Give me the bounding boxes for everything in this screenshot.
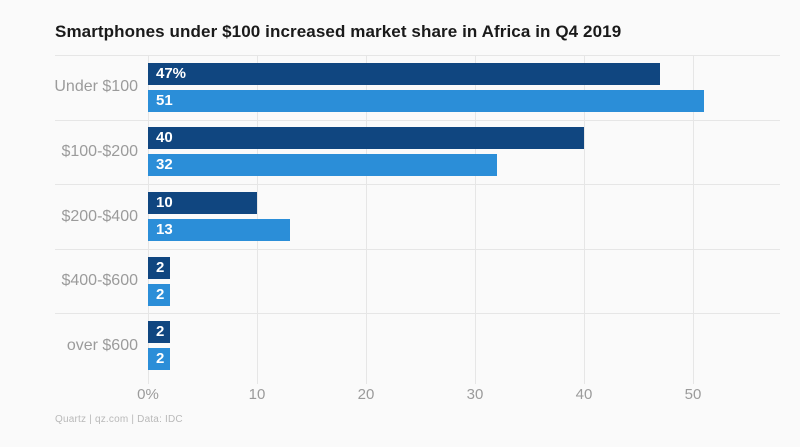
bar-series-1-dark-navy: 2 [148, 321, 170, 343]
bar-value-label: 13 [156, 221, 173, 238]
x-tick-label-0: 0% [137, 386, 159, 403]
bar-series-2-light-blue: 51 [148, 90, 704, 112]
bar-value-label: 2 [156, 350, 165, 367]
bar-series-2-light-blue: 2 [148, 348, 170, 370]
bar-value-label: 2 [156, 286, 165, 303]
chart-title: Smartphones under $100 increased market … [55, 22, 622, 41]
bar-series-1-dark-navy: 40 [148, 127, 584, 149]
category-label: $200-$400 [61, 208, 138, 225]
bar-value-label: 10 [156, 194, 173, 211]
bar-series-1-dark-navy: 47% [148, 63, 660, 85]
bar-series-1-dark-navy: 10 [148, 192, 257, 214]
bar-value-label: 2 [156, 323, 165, 340]
category-label: Under $100 [54, 78, 138, 95]
bar-series-2-light-blue: 2 [148, 284, 170, 306]
bar-value-label: 51 [156, 92, 173, 109]
group-separator [55, 313, 780, 314]
source-attribution: Quartz | qz.com | Data: IDC [55, 414, 183, 425]
bar-series-1-dark-navy: 2 [148, 257, 170, 279]
gridline-x-20 [366, 55, 367, 384]
x-tick-label-50: 50 [684, 386, 702, 403]
x-tick-label-30: 30 [466, 386, 484, 403]
x-tick-label-20: 20 [357, 386, 375, 403]
category-label: $100-$200 [61, 143, 138, 160]
category-label: over $600 [66, 337, 138, 354]
gridline-x-50 [693, 55, 694, 384]
category-label: $400-$600 [61, 272, 138, 289]
group-separator [55, 55, 780, 56]
bar-value-label: 40 [156, 129, 173, 146]
x-tick-label-40: 40 [575, 386, 593, 403]
group-separator [55, 120, 780, 121]
bar-series-2-light-blue: 13 [148, 219, 290, 241]
group-separator [55, 249, 780, 250]
group-separator [55, 184, 780, 185]
bar-value-label: 32 [156, 156, 173, 173]
bar-value-label: 2 [156, 259, 165, 276]
bar-series-2-light-blue: 32 [148, 154, 497, 176]
x-tick-label-10: 10 [248, 386, 266, 403]
gridline-x-30 [475, 55, 476, 384]
gridline-x-40 [584, 55, 585, 384]
bar-value-label: 47% [156, 65, 187, 82]
